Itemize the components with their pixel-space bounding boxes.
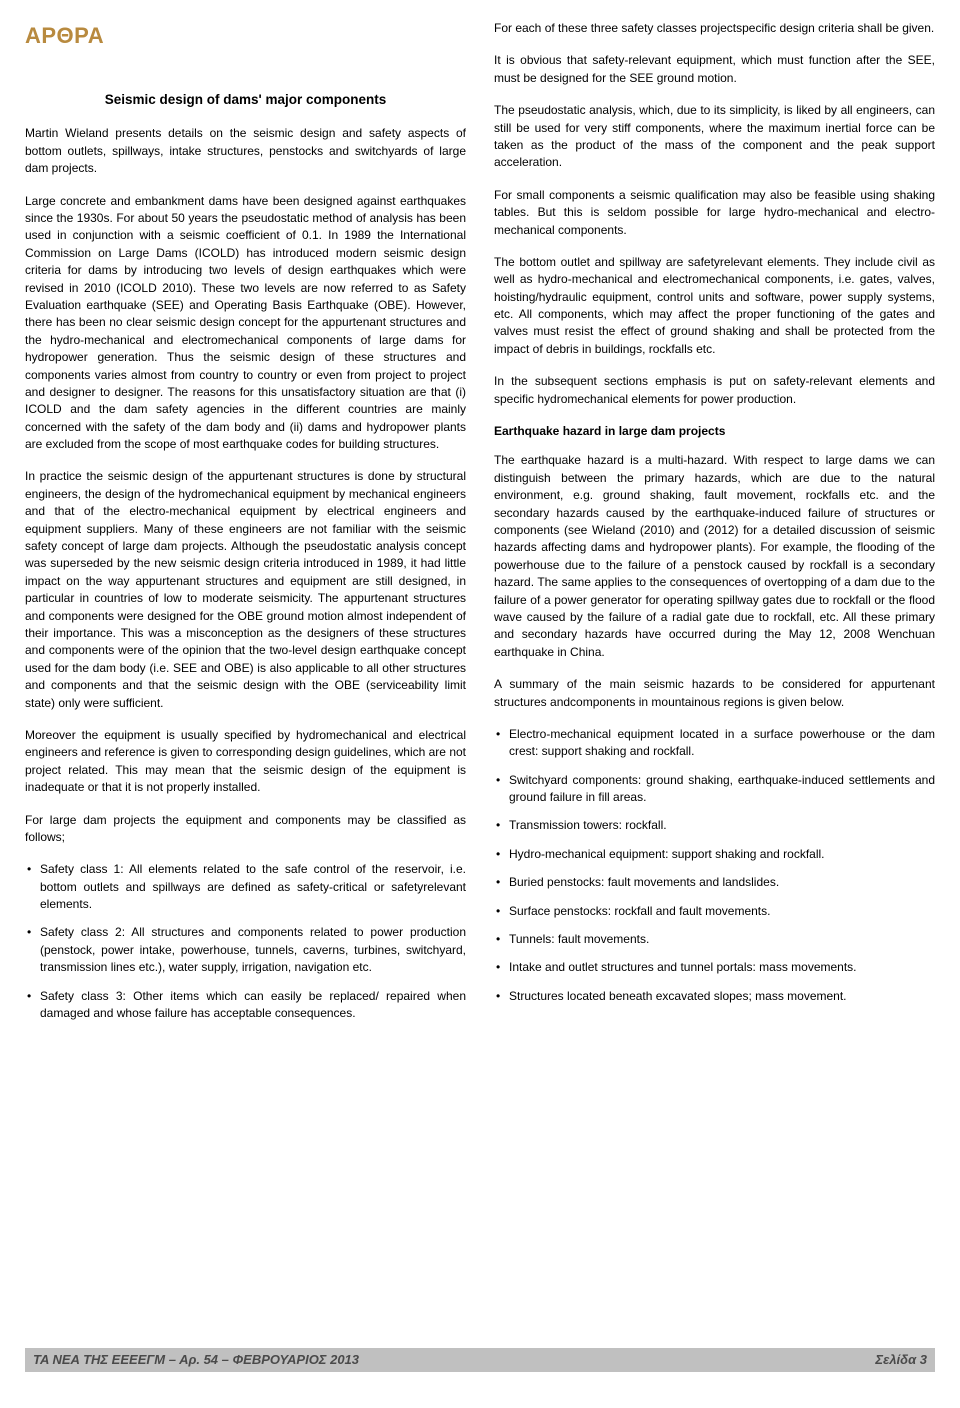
article-title: Seismic design of dams' major components (25, 90, 466, 110)
paragraph: A summary of the main seismic hazards to… (494, 676, 935, 711)
subheading: Earthquake hazard in large dam projects (494, 423, 935, 440)
list-item: Buried penstocks: fault movements and la… (494, 874, 935, 891)
footer-publication-info: ΤΑ ΝΕΑ ΤΗΣ ΕΕΕΕΓΜ – Αρ. 54 – ΦΕΒΡΟΥΑΡΙΟΣ… (33, 1351, 359, 1370)
paragraph: The bottom outlet and spillway are safet… (494, 254, 935, 358)
footer-page-number: Σελίδα 3 (875, 1351, 927, 1370)
list-item: Tunnels: fault movements. (494, 931, 935, 948)
section-header: ΑΡΘΡΑ (25, 20, 466, 52)
list-item: Hydro-mechanical equipment: support shak… (494, 846, 935, 863)
paragraph: In the subsequent sections emphasis is p… (494, 373, 935, 408)
page-content: ΑΡΘΡΑ Seismic design of dams' major comp… (0, 0, 960, 1340)
right-column: For each of these three safety classes p… (494, 20, 935, 1340)
list-item: Structures located beneath excavated slo… (494, 988, 935, 1005)
list-item: Surface penstocks: rockfall and fault mo… (494, 903, 935, 920)
page-footer: ΤΑ ΝΕΑ ΤΗΣ ΕΕΕΕΓΜ – Αρ. 54 – ΦΕΒΡΟΥΑΡΙΟΣ… (0, 1348, 960, 1387)
list-item: Electro-mechanical equipment located in … (494, 726, 935, 761)
safety-classes-list: Safety class 1: All elements related to … (25, 861, 466, 1022)
paragraph: It is obvious that safety-relevant equip… (494, 52, 935, 87)
paragraph: Martin Wieland presents details on the s… (25, 125, 466, 177)
list-item: Safety class 2: All structures and compo… (25, 924, 466, 976)
list-item: Switchyard components: ground shaking, e… (494, 772, 935, 807)
list-item: Safety class 1: All elements related to … (25, 861, 466, 913)
left-column: ΑΡΘΡΑ Seismic design of dams' major comp… (25, 20, 466, 1340)
paragraph: For each of these three safety classes p… (494, 20, 935, 37)
list-item: Safety class 3: Other items which can ea… (25, 988, 466, 1023)
paragraph: Moreover the equipment is usually specif… (25, 727, 466, 797)
paragraph: For small components a seismic qualifica… (494, 187, 935, 239)
paragraph: Large concrete and embankment dams have … (25, 193, 466, 454)
paragraph: For large dam projects the equipment and… (25, 812, 466, 847)
list-item: Intake and outlet structures and tunnel … (494, 959, 935, 976)
list-item: Transmission towers: rockfall. (494, 817, 935, 834)
paragraph: The pseudostatic analysis, which, due to… (494, 102, 935, 172)
hazards-list: Electro-mechanical equipment located in … (494, 726, 935, 1005)
paragraph: In practice the seismic design of the ap… (25, 468, 466, 711)
paragraph: The earthquake hazard is a multi-hazard.… (494, 452, 935, 661)
footer-bar: ΤΑ ΝΕΑ ΤΗΣ ΕΕΕΕΓΜ – Αρ. 54 – ΦΕΒΡΟΥΑΡΙΟΣ… (25, 1348, 935, 1372)
